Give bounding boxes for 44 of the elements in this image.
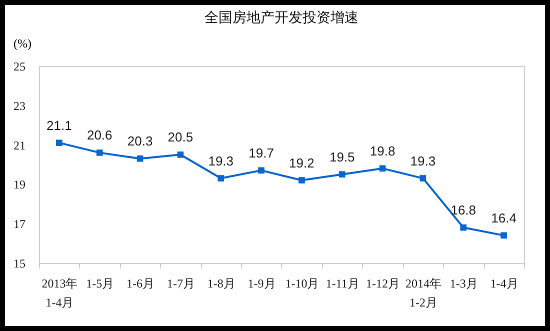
- y-axis-title: (%): [14, 36, 32, 50]
- x-tick-label: 1-9月: [248, 276, 276, 290]
- y-tick-label: 25: [14, 60, 26, 74]
- x-tick-label: 1-11月: [326, 276, 360, 290]
- x-tick-label: 1-8月: [207, 276, 236, 290]
- data-label: 19.8: [370, 143, 396, 158]
- point: [136, 155, 144, 162]
- x-tick-label: 1-4月: [490, 276, 518, 290]
- point: [96, 150, 103, 156]
- data-label: 19.7: [248, 145, 274, 160]
- point: [258, 167, 264, 174]
- x-tick-label: 2014年 1-2月: [405, 276, 442, 310]
- x-tick-label: 2013年 1-4月: [42, 276, 78, 310]
- data-label: 19.3: [208, 153, 234, 168]
- point: [298, 177, 305, 184]
- point: [218, 175, 224, 182]
- y-tick-label: 15: [14, 256, 26, 270]
- point: [56, 140, 62, 146]
- chart-title: 全国房地产开发投资增速: [204, 10, 358, 26]
- point: [177, 151, 184, 158]
- data-label: 20.5: [168, 130, 194, 145]
- y-tick-label: 19: [14, 178, 26, 192]
- data-label: 16.8: [450, 202, 476, 218]
- data-label: 16.4: [491, 210, 516, 226]
- y-tick-label: 21: [14, 138, 26, 152]
- data-label: 21.1: [46, 118, 72, 133]
- point: [500, 232, 507, 239]
- y-tick-label: 23: [14, 98, 26, 113]
- data-label: 19.5: [329, 149, 355, 164]
- x-tick-label: 1-12月: [366, 276, 400, 290]
- point: [420, 175, 426, 182]
- point: [379, 165, 386, 172]
- data-label: 19.2: [289, 155, 314, 170]
- x-tick-label: 1-7月: [166, 276, 195, 290]
- x-tick-label: 1-5月: [86, 276, 114, 290]
- x-tick-label: 1-3月: [450, 276, 478, 290]
- point: [460, 224, 467, 231]
- x-tick-label: 1-6月: [126, 276, 155, 290]
- point: [338, 171, 346, 178]
- data-label: 19.3: [410, 153, 436, 168]
- data-label: 20.3: [127, 134, 153, 149]
- x-tick-label: 1-10月: [285, 276, 320, 290]
- y-tick-label: 17: [14, 217, 26, 232]
- data-label: 20.6: [86, 128, 112, 143]
